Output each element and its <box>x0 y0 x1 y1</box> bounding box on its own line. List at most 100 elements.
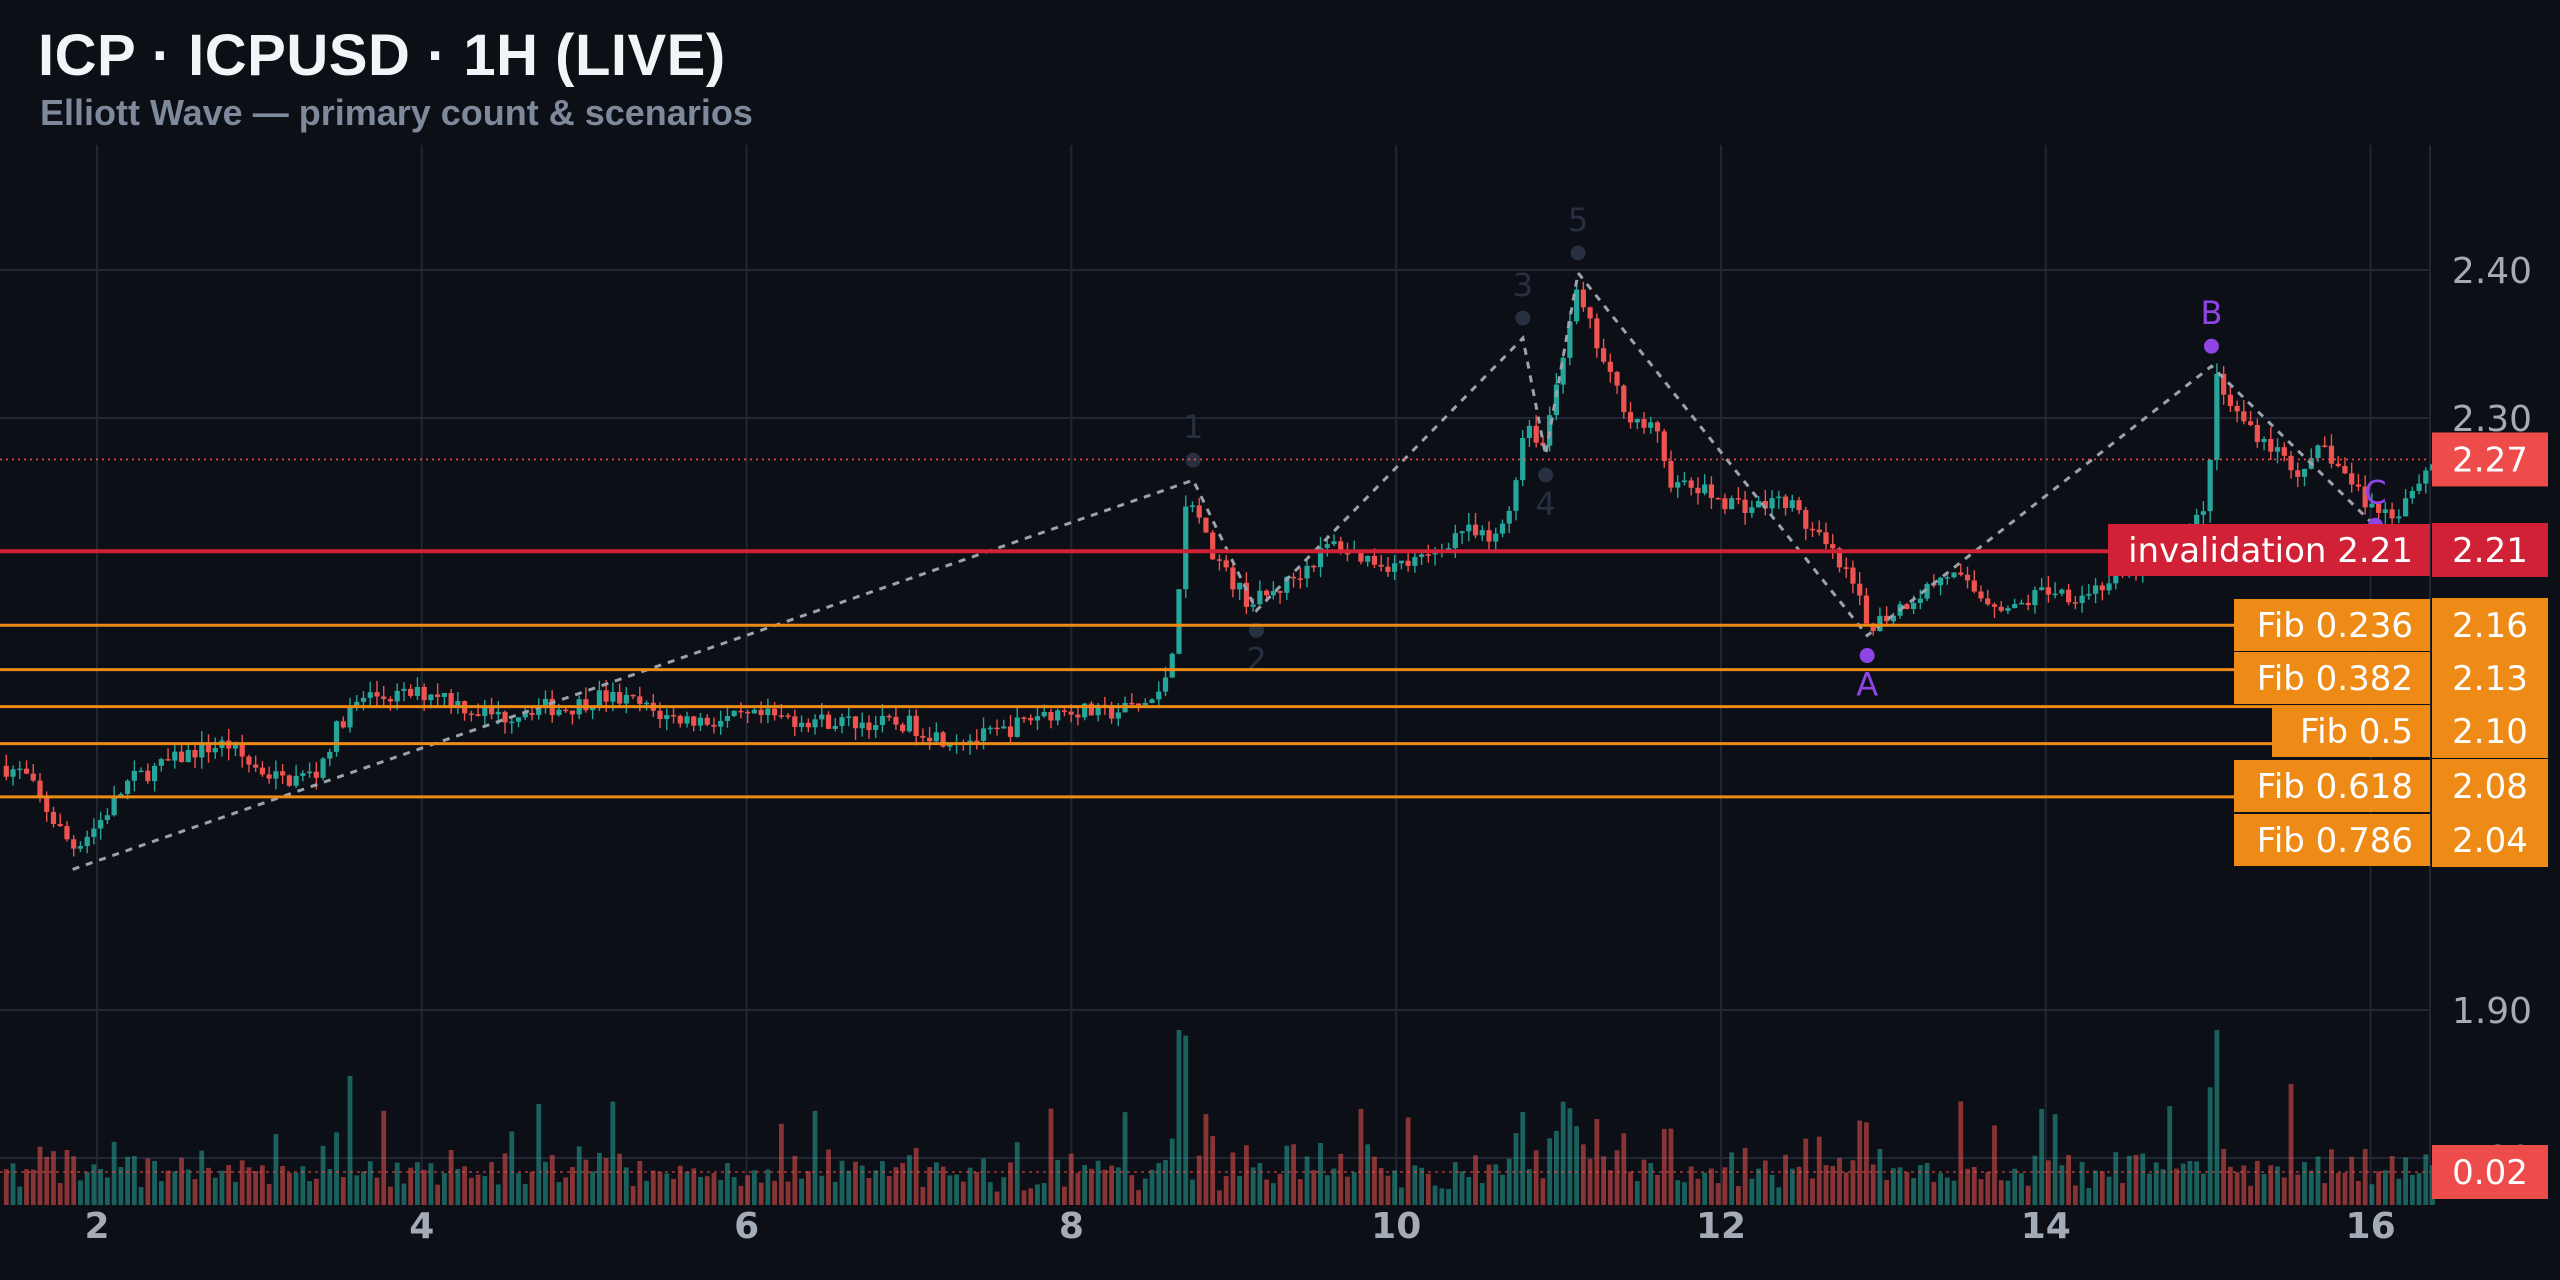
candle-body <box>1991 604 1998 607</box>
volume-bar <box>2019 1173 2024 1205</box>
volume-bar <box>2308 1170 2314 1205</box>
volume-bar <box>435 1184 441 1205</box>
volume-bar <box>677 1165 683 1205</box>
candle-body <box>1567 321 1573 358</box>
y-tick-label: 1.90 <box>2452 991 2532 1032</box>
candle-body <box>1964 574 1971 581</box>
volume-bar <box>1762 1160 1768 1205</box>
volume-bar <box>2174 1168 2179 1205</box>
volume-bar <box>1452 1162 1458 1205</box>
volume-bar <box>125 1156 131 1205</box>
candle-body <box>724 715 731 721</box>
candle-body <box>151 765 158 782</box>
candle-body <box>1405 560 1411 566</box>
candle-body <box>2328 445 2335 464</box>
volume-bar <box>1223 1176 1229 1205</box>
volume-bar <box>1958 1101 1964 1205</box>
candle-body <box>1176 589 1182 654</box>
volume-bar <box>340 1177 346 1205</box>
candle-body <box>893 716 899 725</box>
candle-body <box>637 696 643 704</box>
candle-body <box>2261 438 2267 443</box>
volume-bar <box>1479 1183 1485 1205</box>
volume-bar <box>590 1171 596 1205</box>
volume-bar <box>927 1167 933 1205</box>
volume-bar <box>327 1169 333 1205</box>
candle-body <box>1715 498 1721 500</box>
candle-body <box>1237 582 1243 590</box>
wave-label-B: B <box>2200 294 2222 332</box>
candle-body <box>1978 591 1984 599</box>
candle-body <box>987 727 993 730</box>
volume-bar <box>967 1167 973 1205</box>
candle-body <box>509 721 515 724</box>
volume-bar <box>1008 1162 1013 1205</box>
volume-bar <box>253 1171 259 1205</box>
volume-bar <box>98 1169 104 1205</box>
volume-bar <box>1358 1108 1364 1205</box>
candle-body <box>2025 602 2031 606</box>
volume-bar <box>320 1145 326 1205</box>
candle-body <box>900 724 906 732</box>
volume-bar <box>1904 1172 1910 1205</box>
candle-body <box>1378 564 1384 567</box>
volume-bar <box>812 1110 818 1205</box>
candle-body <box>1048 712 1054 721</box>
volume-bar <box>1075 1173 1081 1205</box>
volume-bar <box>2362 1148 2368 1205</box>
volume-bar <box>2302 1161 2307 1205</box>
candle-body <box>475 714 481 716</box>
candle-body <box>1884 615 1890 622</box>
volume-bar <box>2207 1087 2213 1205</box>
volume-bar <box>17 1186 23 1205</box>
x-tick-label: 14 <box>2021 1206 2071 1247</box>
volume-bar <box>1978 1179 1984 1205</box>
candle-body <box>1789 500 1795 509</box>
candle-body <box>495 711 501 715</box>
candle-body <box>273 771 279 779</box>
candle-body <box>172 751 178 761</box>
candle-body <box>239 743 245 757</box>
fib-label: Fib 0.618 <box>2257 767 2413 807</box>
volume-bar <box>482 1176 488 1205</box>
candle-body <box>529 713 535 715</box>
volume-bar <box>1843 1172 1849 1205</box>
volume-bar <box>1014 1142 1020 1205</box>
candle-body <box>1398 560 1404 564</box>
time-axis[interactable]: 2 4 6 8 10 12 14 16 <box>84 1206 2395 1247</box>
volume-bar <box>91 1164 97 1205</box>
candle-body <box>1466 524 1472 532</box>
volume-bar <box>185 1169 191 1205</box>
candle-body <box>2315 445 2321 459</box>
volume-bar <box>2322 1183 2328 1205</box>
volume-bar <box>516 1173 521 1205</box>
candle-body <box>1796 500 1802 511</box>
x-tick-label: 12 <box>1696 1206 1746 1247</box>
candle-body <box>91 828 97 837</box>
volume-bar <box>71 1156 77 1205</box>
candle-body <box>1782 496 1789 509</box>
candle-body <box>1850 567 1856 584</box>
candle-body <box>1749 507 1755 513</box>
volume-bar <box>2133 1154 2139 1205</box>
volume-bar <box>1048 1108 1054 1205</box>
candle-body <box>1776 496 1782 499</box>
volume-bar <box>1176 1030 1182 1205</box>
volume-bar <box>913 1147 919 1205</box>
volume-bar <box>2093 1170 2098 1205</box>
candle-body <box>2079 595 2085 604</box>
candle-body <box>1506 510 1512 524</box>
candle-body <box>428 694 434 701</box>
candle-body <box>1055 710 1061 721</box>
candle-body <box>1061 710 1068 712</box>
candle-body <box>1958 572 1964 575</box>
volume-bar <box>684 1171 690 1205</box>
volume-bar <box>1001 1177 1007 1205</box>
candle-body <box>785 715 791 717</box>
volume-bar <box>111 1141 117 1205</box>
candle-body <box>697 717 704 726</box>
candle-body <box>1095 704 1101 716</box>
candle-body <box>643 702 650 705</box>
volume-bar <box>165 1170 171 1205</box>
